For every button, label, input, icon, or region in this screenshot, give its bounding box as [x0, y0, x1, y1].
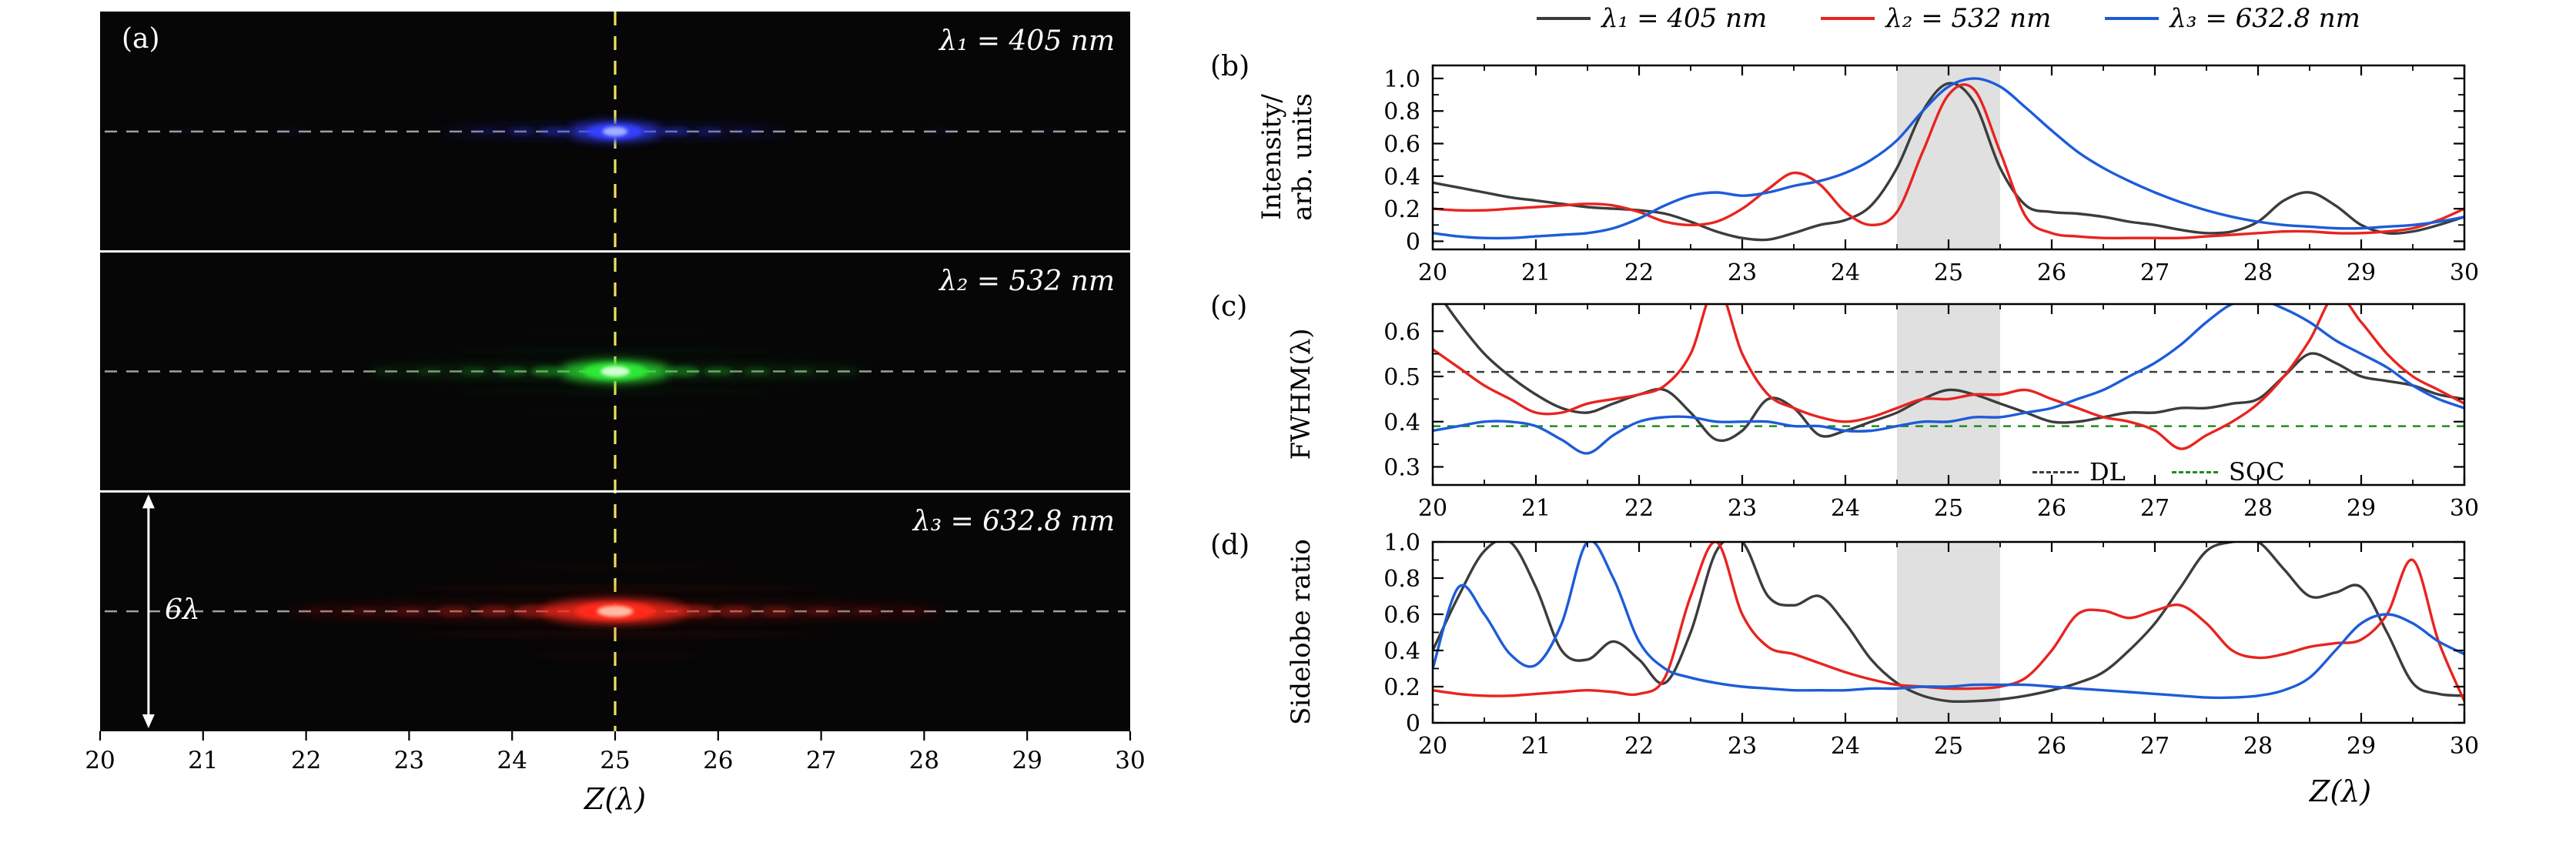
svg-text:23: 23 [1728, 495, 1757, 522]
svg-text:0.2: 0.2 [1383, 196, 1420, 223]
svg-text:0.2: 0.2 [1383, 674, 1420, 701]
dl-label: DL [2089, 457, 2126, 487]
panel-a-sublabel-405: λ₁ = 405 nm [939, 25, 1115, 57]
svg-text:20: 20 [1418, 495, 1447, 522]
svg-text:28: 28 [909, 747, 939, 774]
svg-text:24: 24 [1831, 259, 1860, 286]
legend-line-632-icon [2105, 17, 2159, 20]
svg-text:25: 25 [1934, 733, 1963, 760]
svg-text:0: 0 [1406, 229, 1420, 256]
svg-text:0.5: 0.5 [1383, 364, 1420, 391]
svg-text:22: 22 [1624, 495, 1654, 522]
legend-item-532: λ₂ = 532 nm [1821, 3, 2051, 34]
legend-label-632: λ₃ = 632.8 nm [2170, 3, 2360, 34]
panel-a-xlabel: Z(λ) [584, 782, 647, 816]
legend-label-405: λ₁ = 405 nm [1601, 3, 1768, 34]
legend-item-405: λ₁ = 405 nm [1537, 3, 1767, 34]
chart-d: 20 21 22 23 24 25 26 27 28 29 30 0 0.2 0.4 0.6 0.8 1.0 [1383, 530, 2479, 760]
svg-text:29: 29 [1012, 747, 1042, 774]
legend-line-532-icon [1821, 17, 1875, 20]
svg-text:0.6: 0.6 [1383, 319, 1420, 346]
panel-c-label: (c) [1210, 291, 1248, 323]
svg-text:21: 21 [1521, 259, 1551, 286]
svg-text:26: 26 [2037, 733, 2066, 760]
svg-text:20: 20 [85, 747, 115, 774]
svg-text:0.4: 0.4 [1383, 638, 1420, 665]
svg-text:0.4: 0.4 [1383, 410, 1420, 436]
svg-text:22: 22 [291, 747, 321, 774]
svg-text:29: 29 [2347, 259, 2376, 286]
panel-a-image: 20 21 22 23 24 25 26 27 28 29 30 [85, 12, 1146, 774]
svg-text:0.6: 0.6 [1383, 132, 1420, 159]
svg-text:28: 28 [2243, 733, 2273, 760]
svg-text:27: 27 [2140, 733, 2170, 760]
soc-dash-icon [2171, 470, 2218, 473]
svg-text:27: 27 [806, 747, 836, 774]
svg-text:28: 28 [2243, 495, 2273, 522]
svg-text:30: 30 [2450, 495, 2479, 522]
chart-c: 20 21 22 23 24 25 26 27 28 29 30 0.3 0.4 0.5 0.6 [1383, 303, 2479, 522]
svg-text:21: 21 [188, 747, 218, 774]
panel-b-label: (b) [1210, 51, 1250, 82]
legend-item-632: λ₃ = 632.8 nm [2105, 3, 2360, 34]
panel-d-ylabel-text: Sidelobe ratio [1286, 539, 1316, 725]
svg-text:24: 24 [497, 747, 527, 774]
svg-text:1.0: 1.0 [1383, 66, 1420, 93]
panel-b-ylabel-line1: Intensity/ [1256, 94, 1287, 220]
svg-text:1.0: 1.0 [1383, 530, 1420, 557]
svg-text:21: 21 [1521, 733, 1551, 760]
six-lambda-annotation: 6λ [165, 594, 200, 626]
chart-b: 20 21 22 23 24 25 26 27 28 29 30 0 0.2 0.4 0.6 0.8 1.0 [1383, 64, 2479, 286]
panel-a-label: (a) [122, 23, 160, 55]
svg-text:23: 23 [394, 747, 424, 774]
soc-label: SOC [2228, 457, 2285, 487]
svg-text:30: 30 [2450, 259, 2479, 286]
svg-text:26: 26 [703, 747, 733, 774]
legend: λ₁ = 405 nm λ₂ = 532 nm λ₃ = 632.8 nm [1433, 3, 2464, 34]
panel-d-xlabel: Z(λ) [2309, 774, 2372, 808]
svg-text:22: 22 [1624, 733, 1654, 760]
panel-d-label: (d) [1210, 530, 1250, 561]
svg-text:23: 23 [1728, 259, 1757, 286]
svg-text:23: 23 [1728, 733, 1757, 760]
svg-text:0.3: 0.3 [1383, 455, 1420, 482]
svg-text:25: 25 [600, 747, 630, 774]
panel-b-ylabel: Intensity/ arb. units [1256, 65, 1318, 249]
svg-text:0.4: 0.4 [1383, 164, 1420, 191]
svg-text:30: 30 [1115, 747, 1145, 774]
dl-dash-icon [2032, 470, 2079, 473]
svg-text:21: 21 [1521, 495, 1551, 522]
svg-text:20: 20 [1418, 733, 1447, 760]
svg-text:28: 28 [2243, 259, 2273, 286]
svg-text:24: 24 [1831, 495, 1860, 522]
panel-c-ylabel: FWHM(λ) [1286, 302, 1316, 487]
svg-text:22: 22 [1624, 259, 1654, 286]
svg-text:29: 29 [2347, 495, 2376, 522]
svg-text:0.6: 0.6 [1383, 602, 1420, 629]
legend-label-532: λ₂ = 532 nm [1885, 3, 2052, 34]
panel-a-sublabel-532: λ₂ = 532 nm [939, 266, 1115, 297]
legend-line-405-icon [1537, 17, 1591, 20]
panel-a-sublabel-632: λ₃ = 632.8 nm [912, 506, 1115, 537]
svg-text:26: 26 [2037, 495, 2066, 522]
svg-text:25: 25 [1934, 495, 1963, 522]
svg-text:20: 20 [1418, 259, 1447, 286]
panel-c-inner-legend: DL SOC [2032, 457, 2285, 487]
svg-text:29: 29 [2347, 733, 2376, 760]
svg-text:0: 0 [1406, 711, 1420, 737]
svg-text:26: 26 [2037, 259, 2066, 286]
svg-text:24: 24 [1831, 733, 1860, 760]
svg-text:0.8: 0.8 [1383, 566, 1420, 593]
panel-b-ylabel-line2: arb. units [1287, 93, 1318, 221]
svg-text:27: 27 [2140, 259, 2170, 286]
svg-text:30: 30 [2450, 733, 2479, 760]
panel-c-ylabel-text: FWHM(λ) [1286, 328, 1316, 460]
svg-text:25: 25 [1934, 259, 1963, 286]
svg-text:0.8: 0.8 [1383, 99, 1420, 125]
panel-d-ylabel: Sidelobe ratio [1286, 539, 1316, 725]
svg-text:27: 27 [2140, 495, 2170, 522]
